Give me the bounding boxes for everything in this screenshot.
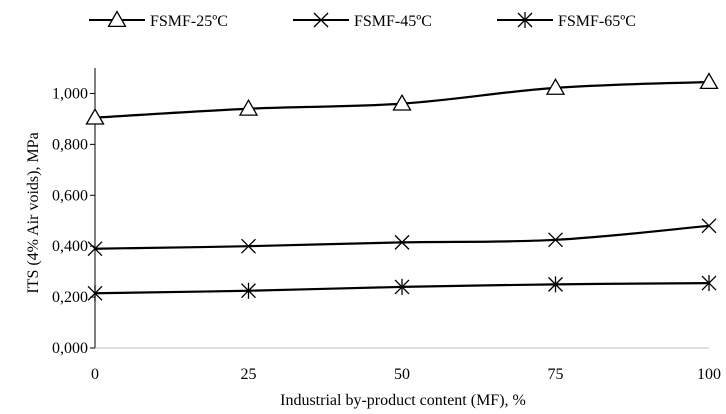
y-tick-labels: 0,000 0,200 0,400 0,600 0,800 1,000 — [52, 85, 95, 357]
x-tick-label: 100 — [697, 366, 721, 383]
triangle-marker — [545, 78, 566, 95]
y-tick-label: 0,200 — [52, 289, 88, 306]
triangle-marker — [238, 98, 259, 116]
x-tick-label: 75 — [548, 366, 564, 383]
star-marker — [241, 282, 256, 299]
triangle-marker-legend — [107, 10, 127, 28]
x-marker — [241, 238, 256, 254]
triangle-marker — [699, 72, 719, 90]
x-marker — [701, 218, 717, 234]
x-tick-label: 50 — [394, 366, 410, 383]
y-tick-label: 0,600 — [52, 187, 88, 204]
legend: FSMF-25ºC FSMF-45ºC FSMF-65ºC — [89, 10, 636, 30]
triangle-marker — [85, 107, 105, 125]
y-tick-label: 0,000 — [52, 340, 88, 357]
x-tick-labels: 0 25 50 75 100 — [91, 366, 721, 383]
legend-label: FSMF-45ºC — [354, 13, 432, 30]
x-marker — [548, 232, 563, 248]
legend-item: FSMF-25ºC — [89, 10, 228, 30]
x-axis-label: Industrial by-product content (MF), % — [280, 392, 526, 409]
series-star — [87, 275, 717, 302]
x-tick-label: 25 — [241, 366, 257, 383]
y-tick-label: 0,400 — [52, 238, 88, 255]
legend-item: FSMF-45ºC — [293, 12, 432, 30]
series-line — [94, 224, 710, 250]
star-marker — [548, 276, 563, 293]
legend-item: FSMF-65ºC — [497, 12, 636, 30]
series-x — [87, 218, 717, 257]
legend-label: FSMF-25ºC — [150, 13, 228, 30]
plot-series — [85, 72, 719, 302]
x-tick-label: 0 — [91, 366, 99, 383]
star-marker — [394, 278, 410, 295]
x-marker-legend — [313, 12, 329, 28]
star-marker-legend — [517, 12, 533, 28]
triangle-marker — [392, 93, 412, 111]
y-tick-label: 0,800 — [52, 136, 88, 153]
y-tick-label: 1,000 — [52, 85, 88, 102]
x-marker — [87, 241, 103, 257]
series-triangle — [85, 72, 719, 125]
star-marker — [701, 275, 717, 292]
star-marker — [87, 285, 103, 302]
legend-label: FSMF-65ºC — [558, 13, 636, 30]
y-axis-label: ITS (4% Air voids), MPa — [25, 132, 42, 293]
x-marker — [394, 234, 410, 250]
